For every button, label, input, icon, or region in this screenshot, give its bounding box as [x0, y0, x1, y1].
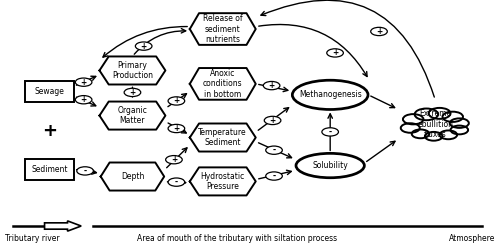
- Text: +: +: [332, 48, 338, 57]
- Ellipse shape: [292, 80, 368, 109]
- Text: +: +: [80, 78, 86, 87]
- Circle shape: [450, 118, 469, 128]
- Text: +: +: [130, 88, 136, 97]
- Text: Extreme
ebullition
fluxes: Extreme ebullition fluxes: [417, 109, 453, 139]
- Text: +: +: [80, 95, 86, 104]
- Circle shape: [414, 108, 438, 120]
- Text: +: +: [376, 27, 382, 36]
- Text: Sewage: Sewage: [34, 87, 64, 96]
- Circle shape: [76, 78, 92, 86]
- Polygon shape: [190, 123, 256, 152]
- Text: Release of
sediment
nutrients: Release of sediment nutrients: [203, 14, 242, 44]
- Circle shape: [264, 116, 281, 124]
- Circle shape: [136, 42, 152, 50]
- Circle shape: [425, 132, 442, 141]
- Text: Sediment: Sediment: [31, 165, 68, 174]
- Ellipse shape: [296, 153, 364, 178]
- Text: Methanogenesis: Methanogenesis: [299, 90, 362, 99]
- Text: +: +: [268, 81, 274, 90]
- Text: +: +: [174, 124, 180, 133]
- Text: -: -: [328, 127, 332, 137]
- FancyBboxPatch shape: [25, 159, 74, 180]
- Text: Area of mouth of the tributary with siltation process: Area of mouth of the tributary with silt…: [138, 234, 338, 243]
- Text: +: +: [171, 155, 177, 164]
- Circle shape: [266, 146, 282, 154]
- Circle shape: [264, 81, 280, 90]
- Text: +: +: [42, 123, 57, 140]
- Text: Solubility: Solubility: [312, 161, 348, 170]
- Circle shape: [400, 123, 420, 133]
- Polygon shape: [190, 68, 256, 100]
- Circle shape: [327, 49, 344, 57]
- Text: +: +: [174, 96, 180, 106]
- Text: -: -: [272, 171, 276, 181]
- Text: Atmosphere: Atmosphere: [448, 234, 495, 243]
- Circle shape: [450, 125, 468, 134]
- Circle shape: [442, 112, 463, 122]
- Circle shape: [322, 128, 338, 136]
- Text: +: +: [140, 42, 147, 51]
- FancyBboxPatch shape: [25, 81, 74, 102]
- Text: -: -: [175, 178, 178, 187]
- Circle shape: [168, 124, 184, 133]
- Circle shape: [124, 88, 140, 97]
- Text: Anoxic
conditions
in bottom: Anoxic conditions in bottom: [203, 69, 242, 99]
- Text: Tributary river: Tributary river: [5, 234, 60, 243]
- Polygon shape: [190, 167, 256, 195]
- Circle shape: [403, 114, 423, 124]
- Polygon shape: [190, 13, 256, 45]
- Circle shape: [168, 178, 184, 186]
- Text: -: -: [84, 166, 86, 175]
- Text: Temperature
Sediment: Temperature Sediment: [198, 128, 247, 147]
- Text: Depth: Depth: [121, 172, 144, 181]
- Polygon shape: [100, 163, 164, 191]
- FancyArrow shape: [44, 221, 81, 231]
- Circle shape: [168, 97, 184, 105]
- Polygon shape: [100, 56, 166, 84]
- Circle shape: [428, 108, 450, 119]
- Circle shape: [440, 130, 457, 139]
- Circle shape: [370, 27, 388, 36]
- Text: Hydrostatic
Pressure: Hydrostatic Pressure: [200, 172, 245, 191]
- Text: Organic
Matter: Organic Matter: [118, 106, 148, 125]
- Circle shape: [166, 155, 182, 164]
- Polygon shape: [100, 102, 166, 130]
- Text: Primary
Production: Primary Production: [112, 61, 153, 80]
- Text: -: -: [272, 146, 276, 155]
- Circle shape: [77, 167, 94, 175]
- Circle shape: [412, 129, 430, 138]
- Circle shape: [76, 96, 92, 104]
- Circle shape: [266, 172, 282, 180]
- Text: +: +: [270, 116, 276, 125]
